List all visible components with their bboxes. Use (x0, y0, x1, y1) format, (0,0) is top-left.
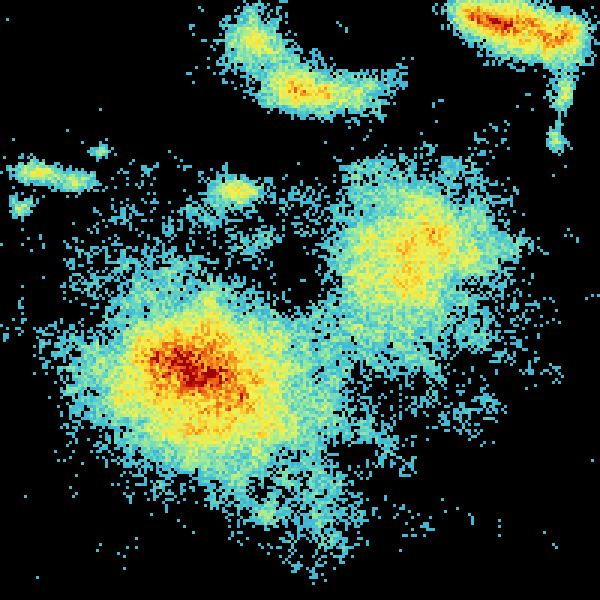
radar-reflectivity-canvas (0, 0, 600, 600)
radar-image-viewport: Weather Radar Reflectivity Scan jet-rada… (0, 0, 600, 600)
